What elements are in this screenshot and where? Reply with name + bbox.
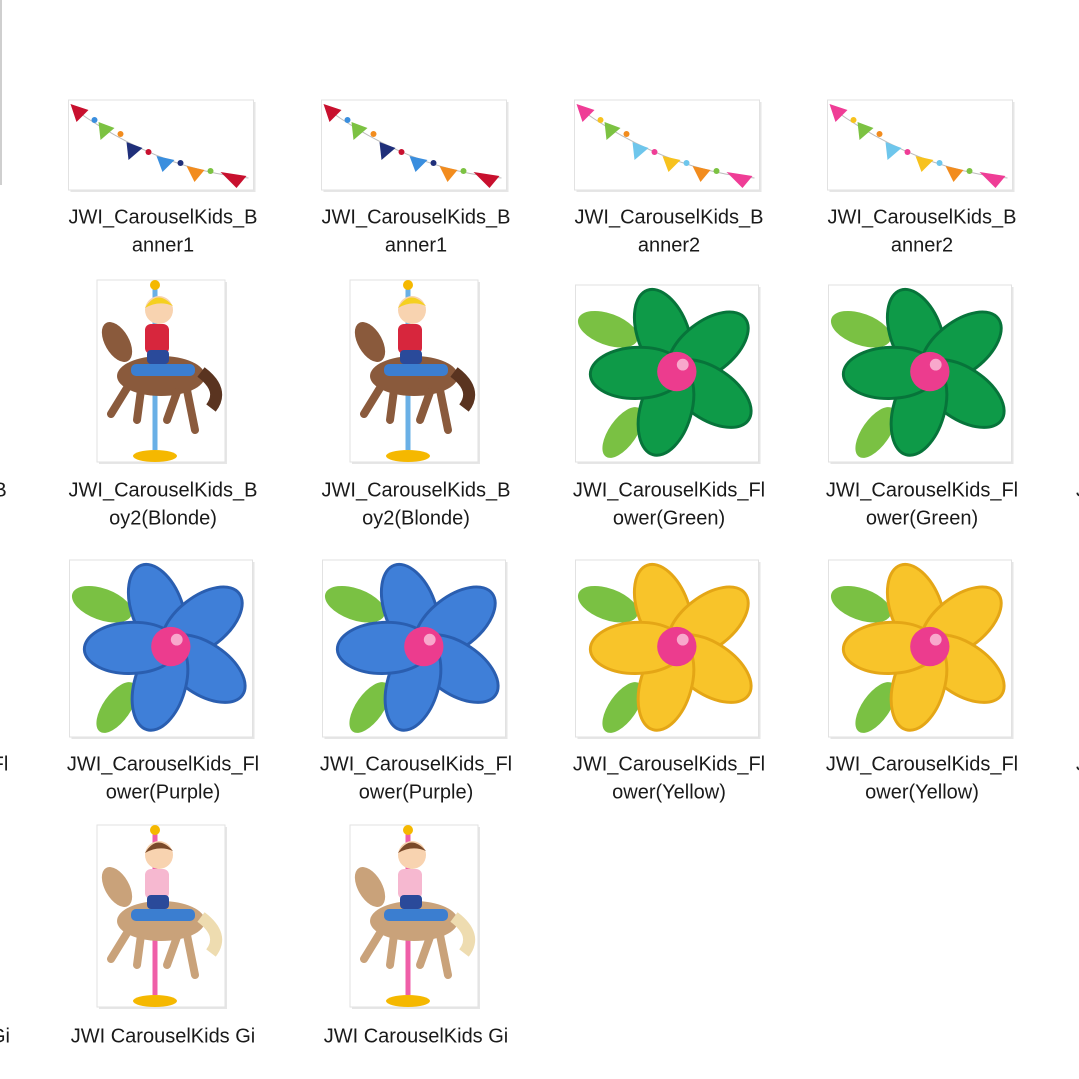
file-name: JWI_CarouselKids_B bbox=[322, 206, 511, 228]
file-name: JWI_CarouselKids_B bbox=[69, 479, 258, 501]
file-name: ower(Purple) bbox=[359, 781, 473, 803]
file-name-fragment: B bbox=[0, 479, 7, 501]
file-item[interactable]: JWI_CarouselKids_B anner1 bbox=[321, 99, 511, 256]
file-name: JWI CarouselKids Gi bbox=[71, 1025, 256, 1047]
file-name: JWI_CarouselKids_Fl bbox=[67, 753, 259, 775]
file-item[interactable]: JWI_CarouselKids_Fl ower(Purple) bbox=[67, 556, 259, 803]
file-name: JWI_CarouselKids_Fl bbox=[320, 753, 512, 775]
file-name: ower(Yellow) bbox=[612, 781, 726, 803]
file-item[interactable]: JWI_CarouselKids_B oy2(Blonde) bbox=[69, 279, 258, 529]
file-item[interactable]: JWI CarouselKids Gi bbox=[71, 824, 256, 1047]
file-item[interactable]: JWI_CarouselKids_B anner2 bbox=[827, 99, 1017, 256]
file-name: ower(Yellow) bbox=[865, 781, 979, 803]
file-name: oy2(Blonde) bbox=[362, 507, 470, 529]
file-name-fragment: J bbox=[1076, 753, 1079, 775]
file-item[interactable]: JWI_CarouselKids_Fl ower(Yellow) bbox=[826, 556, 1018, 803]
file-name: JWI_CarouselKids_B bbox=[322, 479, 511, 501]
file-item[interactable]: JWI_CarouselKids_Fl ower(Yellow) bbox=[573, 556, 765, 803]
file-item[interactable]: JWI_CarouselKids_Fl ower(Green) bbox=[573, 281, 765, 529]
file-name: ower(Green) bbox=[613, 507, 725, 529]
edge-border bbox=[0, 0, 2, 185]
file-name-fragment: Fl bbox=[0, 753, 8, 775]
file-name: JWI_CarouselKids_Fl bbox=[826, 753, 1018, 775]
file-item[interactable]: JWI_CarouselKids_B anner1 bbox=[68, 99, 258, 256]
thumbnail bbox=[827, 99, 1013, 191]
file-name: anner1 bbox=[385, 234, 447, 256]
file-item[interactable]: JWI_CarouselKids_B oy2(Blonde) bbox=[322, 279, 511, 529]
file-name: JWI_CarouselKids_Fl bbox=[573, 753, 765, 775]
file-name: ower(Purple) bbox=[106, 781, 220, 803]
file-name-fragment: Gi bbox=[0, 1025, 10, 1047]
file-name-fragment: J bbox=[1076, 479, 1079, 501]
file-name: JWI_CarouselKids_B bbox=[69, 206, 258, 228]
file-item[interactable]: JWI_CarouselKids_B anner2 bbox=[574, 99, 764, 256]
file-name: anner2 bbox=[638, 234, 700, 256]
file-name: anner2 bbox=[891, 234, 953, 256]
file-name: JWI CarouselKids Gi bbox=[324, 1025, 509, 1047]
file-item[interactable]: JWI_CarouselKids_Fl ower(Purple) bbox=[320, 556, 512, 803]
file-name: oy2(Blonde) bbox=[109, 507, 217, 529]
file-name: ower(Green) bbox=[866, 507, 978, 529]
file-name: JWI_CarouselKids_Fl bbox=[826, 479, 1018, 501]
file-name: JWI_CarouselKids_Fl bbox=[573, 479, 765, 501]
file-name: JWI_CarouselKids_B bbox=[828, 206, 1017, 228]
file-item[interactable]: JWI_CarouselKids_Fl ower(Green) bbox=[826, 281, 1018, 529]
file-name: JWI_CarouselKids_B bbox=[575, 206, 764, 228]
file-name: anner1 bbox=[132, 234, 194, 256]
file-item[interactable]: JWI CarouselKids Gi bbox=[324, 824, 509, 1047]
